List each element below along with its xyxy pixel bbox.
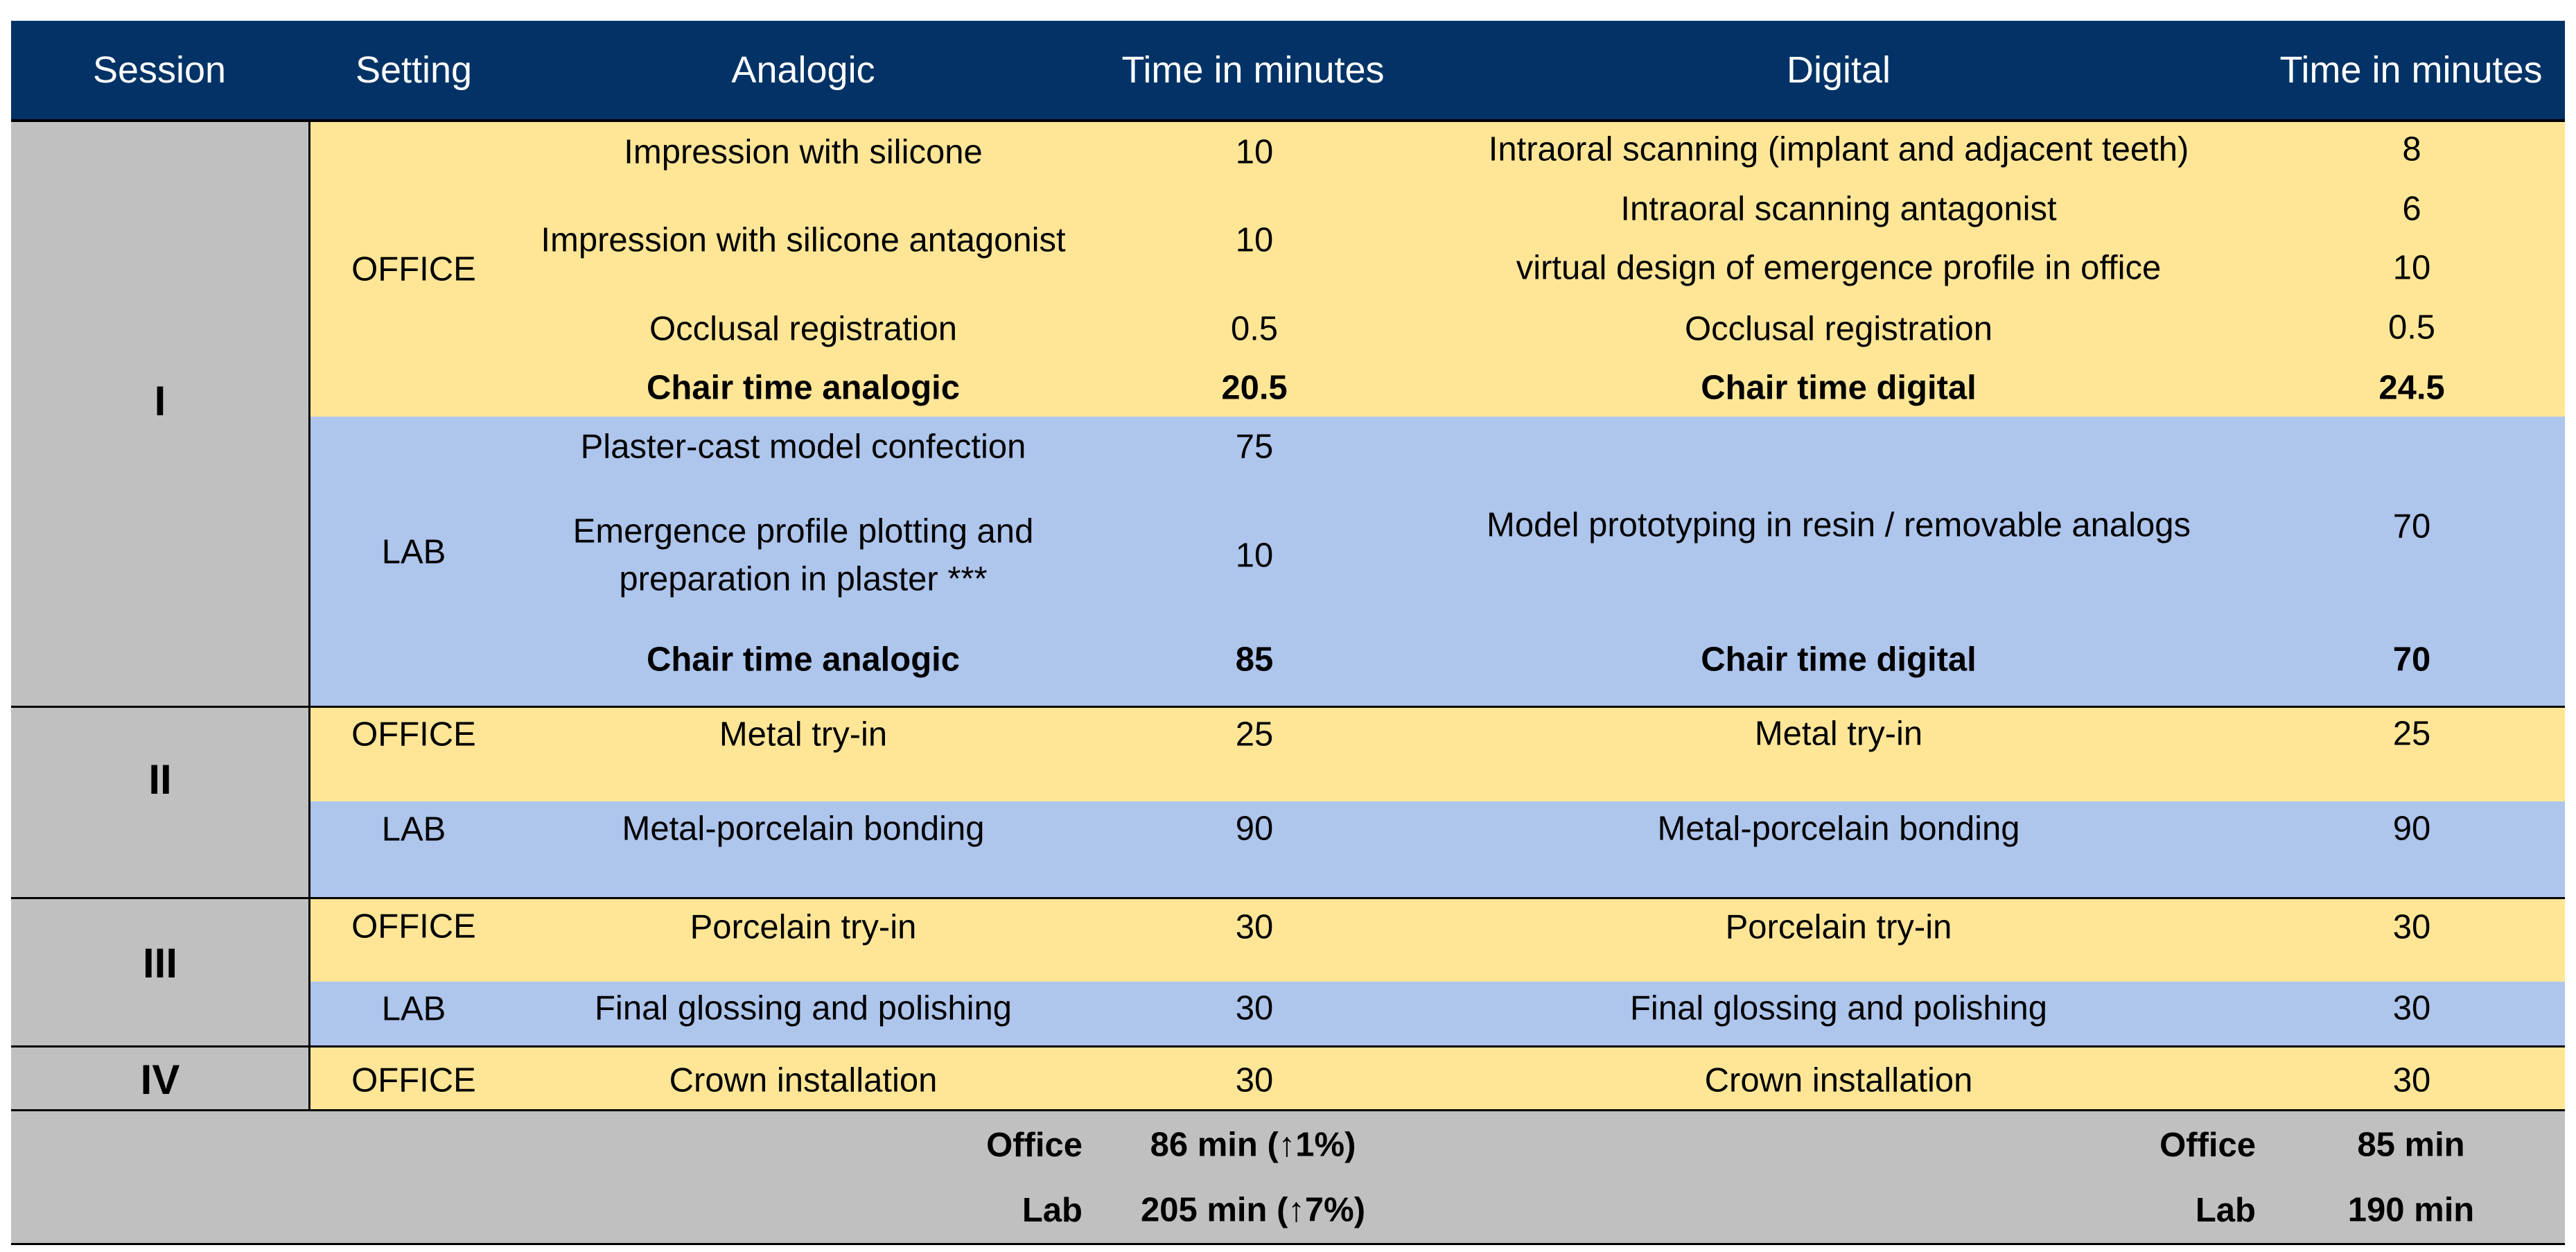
s1-lab-total-analogic-label: Chair time analogic bbox=[646, 641, 961, 679]
header-rule bbox=[11, 119, 2565, 122]
totals-analogic-office-value: 86 min (↑1%) bbox=[1150, 1126, 1356, 1164]
header-time-analogic: Time in minutes bbox=[1121, 49, 1385, 92]
totals-analogic-lab-label: Lab bbox=[1022, 1192, 1083, 1229]
session-cell-bg-3 bbox=[11, 898, 310, 1047]
comparison-table: Session Setting Analogic Time in minutes… bbox=[11, 21, 2565, 1245]
s1-office-analogic-step: Occlusal registration bbox=[649, 310, 957, 348]
s3-lab-digital-step: Final glossing and polishing bbox=[1630, 989, 2047, 1027]
header-digital: Digital bbox=[1786, 49, 1891, 92]
s2-office-analogic-step: Metal try-in bbox=[719, 715, 888, 754]
s1-office-digital-step: Intraoral scanning (implant and adjacent… bbox=[1488, 130, 2189, 168]
s3-lab-band bbox=[310, 982, 2565, 1047]
s1-office-digital-time: 10 bbox=[2392, 249, 2431, 287]
session-label-1: I bbox=[154, 378, 166, 424]
totals-row bbox=[11, 1111, 2565, 1244]
session-rule-2 bbox=[11, 897, 2565, 899]
s1-office-digital-step: virtual design of emergence profile in o… bbox=[1516, 249, 2162, 287]
s1-office-analogic-time: 10 bbox=[1235, 221, 1274, 259]
s1-office-total-digital: 24.5 bbox=[2378, 369, 2445, 407]
session-label-3: III bbox=[142, 940, 178, 986]
s1-office-total-analogic-label: Chair time analogic bbox=[646, 369, 961, 407]
totals-digital-lab-value: 190 min bbox=[2347, 1191, 2475, 1229]
s1-office-digital-time: 6 bbox=[2402, 190, 2421, 228]
s1-lab-digital-time: 70 bbox=[2392, 507, 2431, 546]
totals-digital-office-label: Office bbox=[2159, 1127, 2256, 1164]
s1-lab-total-analogic: 85 bbox=[1235, 641, 1274, 679]
session-cell-bg-2 bbox=[11, 707, 310, 898]
session-rule-3 bbox=[11, 1045, 2565, 1047]
totals-analogic-office-label: Office bbox=[986, 1127, 1083, 1164]
session-rule-1 bbox=[11, 706, 2565, 708]
s4-office-band bbox=[310, 1047, 2565, 1111]
s1-office-analogic-step: Impression with silicone bbox=[624, 133, 983, 171]
s2-office-digital-time: 25 bbox=[2392, 715, 2431, 753]
setting-s1-office: OFFICE bbox=[351, 250, 476, 288]
session-rule-4 bbox=[11, 1109, 2565, 1111]
s3-lab-analogic-time: 30 bbox=[1235, 989, 1274, 1027]
session-cell-bg-1 bbox=[11, 121, 310, 707]
s1-office-analogic-time: 0.5 bbox=[1230, 310, 1279, 348]
s1-lab-analogic-step-line1: Emergence profile plotting and bbox=[572, 512, 1034, 550]
s1-office-digital-time: 8 bbox=[2402, 130, 2421, 168]
setting-s3-office: OFFICE bbox=[351, 907, 476, 946]
s2-lab-digital-step: Metal-porcelain bonding bbox=[1657, 810, 2020, 848]
s4-office-digital-step: Crown installation bbox=[1704, 1061, 1973, 1099]
s1-lab-total-digital-label: Chair time digital bbox=[1701, 641, 1977, 679]
s3-office-analogic-step: Porcelain try-in bbox=[690, 908, 917, 946]
totals-digital-office-value: 85 min bbox=[2357, 1126, 2465, 1164]
s1-lab-digital-step: Model prototyping in resin / removable a… bbox=[1487, 506, 2191, 544]
header-time-digital: Time in minutes bbox=[2279, 49, 2543, 92]
header-row bbox=[11, 21, 2565, 121]
s1-lab-total-digital: 70 bbox=[2392, 641, 2431, 679]
s3-office-digital-step: Porcelain try-in bbox=[1725, 908, 1952, 946]
session-divider bbox=[308, 121, 310, 1111]
session-label-2: II bbox=[148, 756, 172, 803]
s2-lab-analogic-time: 90 bbox=[1235, 810, 1274, 848]
s1-office-total-digital-label: Chair time digital bbox=[1701, 369, 1977, 407]
s4-office-digital-time: 30 bbox=[2392, 1061, 2431, 1099]
session-cell-bg-4 bbox=[11, 1047, 310, 1111]
s1-office-digital-step: Occlusal registration bbox=[1685, 310, 1992, 348]
s1-office-digital-time: 0.5 bbox=[2387, 308, 2436, 347]
s3-lab-analogic-step: Final glossing and polishing bbox=[595, 989, 1012, 1027]
setting-s1-lab: LAB bbox=[381, 533, 446, 571]
setting-s3-lab: LAB bbox=[381, 990, 446, 1028]
s1-office-digital-step: Intraoral scanning antagonist bbox=[1620, 190, 2057, 228]
s1-lab-analogic-time: 10 bbox=[1235, 537, 1274, 575]
totals-analogic-lab-value: 205 min (↑7%) bbox=[1140, 1191, 1366, 1229]
s2-lab-band bbox=[310, 801, 2565, 898]
header-session: Session bbox=[92, 49, 227, 92]
s1-office-analogic-time: 10 bbox=[1235, 133, 1274, 171]
bottom-rule bbox=[11, 1243, 2565, 1245]
s1-lab-analogic-step: Plaster-cast model confection bbox=[580, 428, 1026, 466]
s3-office-digital-time: 30 bbox=[2392, 908, 2431, 946]
header-analogic: Analogic bbox=[731, 49, 875, 92]
session-label-4: IV bbox=[140, 1057, 180, 1103]
s2-lab-analogic-step: Metal-porcelain bonding bbox=[622, 810, 985, 848]
setting-s2-lab: LAB bbox=[381, 810, 446, 849]
s1-office-band bbox=[310, 121, 2565, 417]
s3-lab-digital-time: 30 bbox=[2392, 989, 2431, 1027]
s1-lab-analogic-step-line2: preparation in plaster *** bbox=[619, 560, 988, 598]
s3-office-band bbox=[310, 898, 2565, 982]
s3-office-analogic-time: 30 bbox=[1235, 908, 1274, 946]
s2-office-analogic-time: 25 bbox=[1235, 715, 1274, 754]
s4-office-analogic-time: 30 bbox=[1235, 1061, 1274, 1099]
s2-office-digital-step: Metal try-in bbox=[1754, 715, 1923, 753]
setting-s2-office: OFFICE bbox=[351, 715, 476, 754]
s1-office-total-analogic: 20.5 bbox=[1221, 369, 1288, 407]
header-setting: Setting bbox=[355, 49, 473, 92]
s1-lab-band bbox=[310, 417, 2565, 707]
s4-office-analogic-step: Crown installation bbox=[669, 1061, 938, 1099]
s2-office-band bbox=[310, 707, 2565, 801]
setting-s4-office: OFFICE bbox=[351, 1061, 476, 1099]
s2-lab-digital-time: 90 bbox=[2392, 810, 2431, 848]
s1-office-analogic-step: Impression with silicone antagonist bbox=[541, 221, 1066, 259]
totals-digital-lab-label: Lab bbox=[2195, 1192, 2256, 1229]
s1-lab-analogic-time: 75 bbox=[1235, 428, 1274, 466]
